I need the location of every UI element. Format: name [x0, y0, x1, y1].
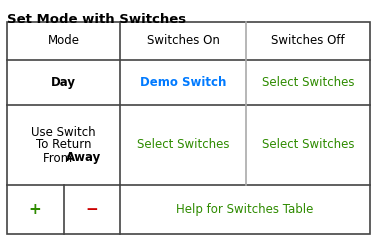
Text: Select Switches: Select Switches — [262, 76, 354, 89]
Text: Select Switches: Select Switches — [137, 139, 229, 152]
Text: Switches Off: Switches Off — [271, 34, 345, 48]
Text: Demo Switch: Demo Switch — [140, 76, 226, 89]
Text: Set Mode with Switches: Set Mode with Switches — [7, 13, 186, 26]
Text: Day: Day — [51, 76, 76, 89]
Text: Use Switch: Use Switch — [31, 125, 96, 139]
Text: Mode: Mode — [48, 34, 80, 48]
Text: Away: Away — [66, 152, 101, 164]
Text: From: From — [43, 152, 76, 164]
Text: −: − — [85, 202, 98, 217]
Text: To Return: To Return — [36, 139, 91, 152]
Text: +: + — [29, 202, 41, 217]
Text: Select Switches: Select Switches — [262, 139, 354, 152]
Bar — [7, 22, 370, 234]
Text: Help for Switches Table: Help for Switches Table — [176, 203, 314, 216]
Text: Switches On: Switches On — [147, 34, 219, 48]
